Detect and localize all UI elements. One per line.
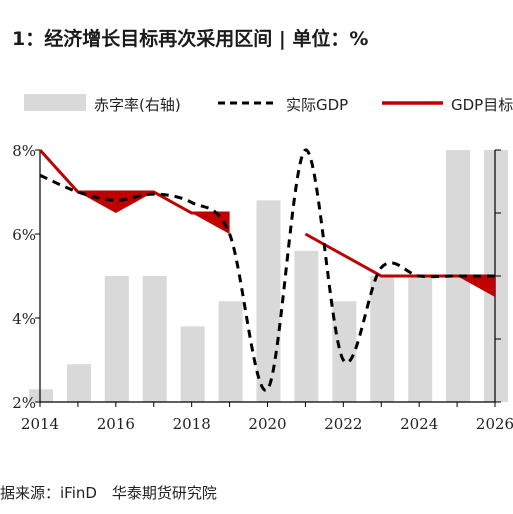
x-tick-label-2020: 2020 <box>248 415 286 433</box>
x-tick-label-2016: 2016 <box>97 415 135 433</box>
deficit-bar-2024 <box>408 276 433 402</box>
deficit-bar-2018 <box>180 326 205 402</box>
deficit-bar-2021 <box>294 250 319 402</box>
deficit-bar-2019 <box>218 301 243 402</box>
x-tick-label-2018: 2018 <box>173 415 211 433</box>
deficit-bar-2016 <box>104 276 129 402</box>
source-note: 据来源：iFinD 华泰期货研究院 <box>0 484 217 502</box>
deficit-bar-2017 <box>142 276 167 402</box>
legend-label-deficit: 赤字率(右轴) <box>94 96 181 114</box>
y-tick-label-left: 6% <box>12 226 36 244</box>
deficit-bar-2015 <box>66 364 91 402</box>
x-tick-label-2024: 2024 <box>400 415 438 433</box>
plot-area: 2% 4% 6% 8% 2014 2016 2018 2020 2022 2024 2026 <box>12 142 513 433</box>
y-tick-label-left: 2% <box>12 394 36 412</box>
x-tick-label-2022: 2022 <box>324 415 362 433</box>
y-tick-label-left: 8% <box>12 142 36 160</box>
x-tick-label-2014: 2014 <box>21 415 59 433</box>
deficit-bar-2020 <box>256 200 281 402</box>
deficit-bar-2022 <box>332 301 357 402</box>
deficit-bar-2014 <box>29 389 53 402</box>
legend-swatch-bar <box>24 94 86 111</box>
legend-label-actual: 实际GDP <box>286 96 348 114</box>
x-tick-label-2026: 2026 <box>476 415 513 433</box>
legend-label-target: GDP目标 <box>451 96 513 114</box>
chart-title: 1：经济增长目标再次采用区间 | 单位：% <box>12 28 369 50</box>
deficit-bar-2023 <box>370 276 395 402</box>
y-tick-label-left: 4% <box>12 310 36 328</box>
target-line-0 <box>38 148 230 215</box>
